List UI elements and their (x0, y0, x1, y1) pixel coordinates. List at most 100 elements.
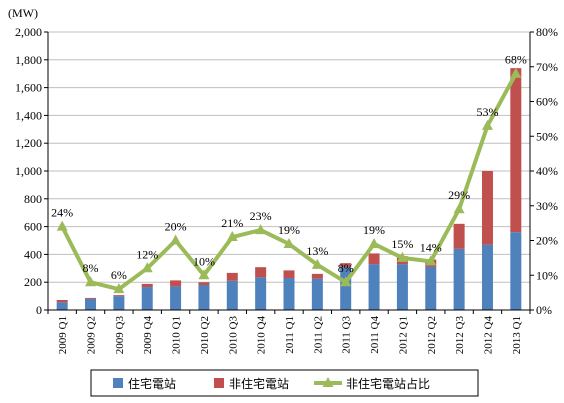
category-label: 2011 Q3 (341, 316, 353, 354)
left-tick-label: 0 (36, 303, 42, 317)
bar-residential (425, 266, 437, 310)
bar-non-residential (198, 282, 210, 285)
bar-residential (170, 286, 182, 310)
share-point (141, 262, 153, 273)
category-label: 2010 Q4 (256, 316, 268, 355)
share-point (311, 258, 323, 269)
data-label: 68% (505, 53, 527, 67)
legend: 住宅電站 非住宅電站 非住宅電站占比 (90, 369, 479, 397)
share-point (340, 276, 352, 287)
legend-label-share: 非住宅電站占比 (346, 376, 430, 391)
bar-non-residential (283, 270, 295, 279)
left-tick-label: 600 (24, 220, 42, 234)
bar-non-residential (85, 297, 97, 299)
category-label: 2013 Q1 (511, 316, 523, 354)
bar-non-residential (170, 280, 182, 287)
category-label: 2012 Q3 (454, 316, 466, 355)
share-point (198, 269, 210, 280)
category-label: 2010 Q2 (199, 316, 211, 354)
share-point (453, 203, 465, 214)
bar-non-residential (141, 283, 153, 288)
unit-label: (MW) (8, 6, 38, 20)
right-tick-label: 0% (536, 303, 552, 317)
left-tick-label: 1,400 (15, 108, 42, 122)
legend-box (90, 369, 479, 397)
data-label: 19% (363, 223, 385, 237)
share-point (226, 231, 238, 242)
bar-residential (141, 287, 153, 310)
category-label: 2012 Q1 (397, 316, 409, 354)
data-labels: 24% 8% 6% 12% 20% 10% 21% 23% 19% 13% 8% 19% 15% 14% 2… (51, 53, 527, 282)
bar-non-residential (340, 263, 352, 267)
data-label: 15% (391, 237, 413, 251)
bars (56, 68, 522, 310)
left-tick-label: 200 (24, 275, 42, 289)
category-label: 2009 Q3 (114, 316, 126, 355)
data-label: 19% (278, 223, 300, 237)
legend-label-non-residential: 非住宅電站 (229, 376, 289, 391)
left-tick-label: 1,200 (15, 136, 42, 150)
data-label: 14% (420, 240, 442, 254)
legend-marker-share (322, 377, 334, 387)
bar-residential (113, 296, 125, 310)
data-label: 13% (306, 244, 328, 258)
bar-non-residential (56, 299, 68, 303)
category-label: 2010 Q3 (227, 316, 239, 355)
gridlines (48, 31, 530, 283)
share-line-path (60, 72, 518, 292)
bar-non-residential (255, 267, 267, 278)
bar-non-residential (510, 68, 522, 233)
bar-residential (85, 298, 97, 310)
bar-residential (510, 232, 522, 310)
share-point (170, 234, 182, 245)
data-label: 8% (338, 261, 354, 275)
bar-non-residential (453, 223, 465, 249)
share-point (113, 283, 125, 294)
category-label: 2009 Q2 (86, 316, 98, 354)
share-point (481, 119, 493, 130)
category-label: 2012 Q2 (426, 316, 438, 354)
right-tick-label: 50% (536, 129, 558, 143)
category-labels: 2009 Q1 2009 Q2 2009 Q3 2009 Q4 2010 Q1 2010 … (57, 316, 523, 355)
share-point (85, 276, 97, 287)
data-label: 6% (111, 268, 127, 282)
bar-residential (56, 302, 68, 310)
category-label: 2011 Q4 (369, 316, 381, 354)
bar-non-residential (481, 171, 493, 245)
bar-residential (226, 280, 238, 310)
share-point (396, 251, 408, 262)
bar-residential (198, 284, 210, 310)
share-point (56, 220, 68, 231)
right-tick-label: 70% (536, 60, 558, 74)
bar-residential (453, 248, 465, 310)
legend-swatch-residential (113, 378, 123, 388)
data-label: 29% (448, 188, 470, 202)
data-label: 10% (193, 254, 215, 268)
right-tick-label: 80% (536, 25, 558, 39)
share-point (283, 237, 295, 248)
category-label: 2011 Q1 (284, 316, 296, 354)
bar-residential (396, 264, 408, 310)
left-tick-label: 1,800 (15, 53, 42, 67)
bar-residential (311, 278, 323, 310)
right-tick-label: 30% (536, 199, 558, 213)
right-tick-label: 10% (536, 268, 558, 282)
share-point (368, 237, 380, 248)
bar-residential (340, 266, 352, 310)
category-label: 2009 Q1 (57, 316, 69, 354)
data-label: 8% (83, 261, 99, 275)
data-label: 24% (51, 206, 73, 220)
right-tick-label: 20% (536, 234, 558, 248)
legend-swatch-non-residential (214, 378, 224, 388)
data-label: 53% (476, 105, 498, 119)
bar-residential (368, 264, 380, 310)
category-label: 2011 Q2 (312, 316, 324, 354)
data-label: 20% (165, 220, 187, 234)
category-label: 2009 Q4 (142, 316, 154, 355)
data-label: 12% (136, 247, 158, 261)
share-line (56, 67, 522, 294)
left-tick-label: 400 (24, 247, 42, 261)
bar-non-residential (311, 273, 323, 279)
left-tick-label: 1,000 (15, 164, 42, 178)
